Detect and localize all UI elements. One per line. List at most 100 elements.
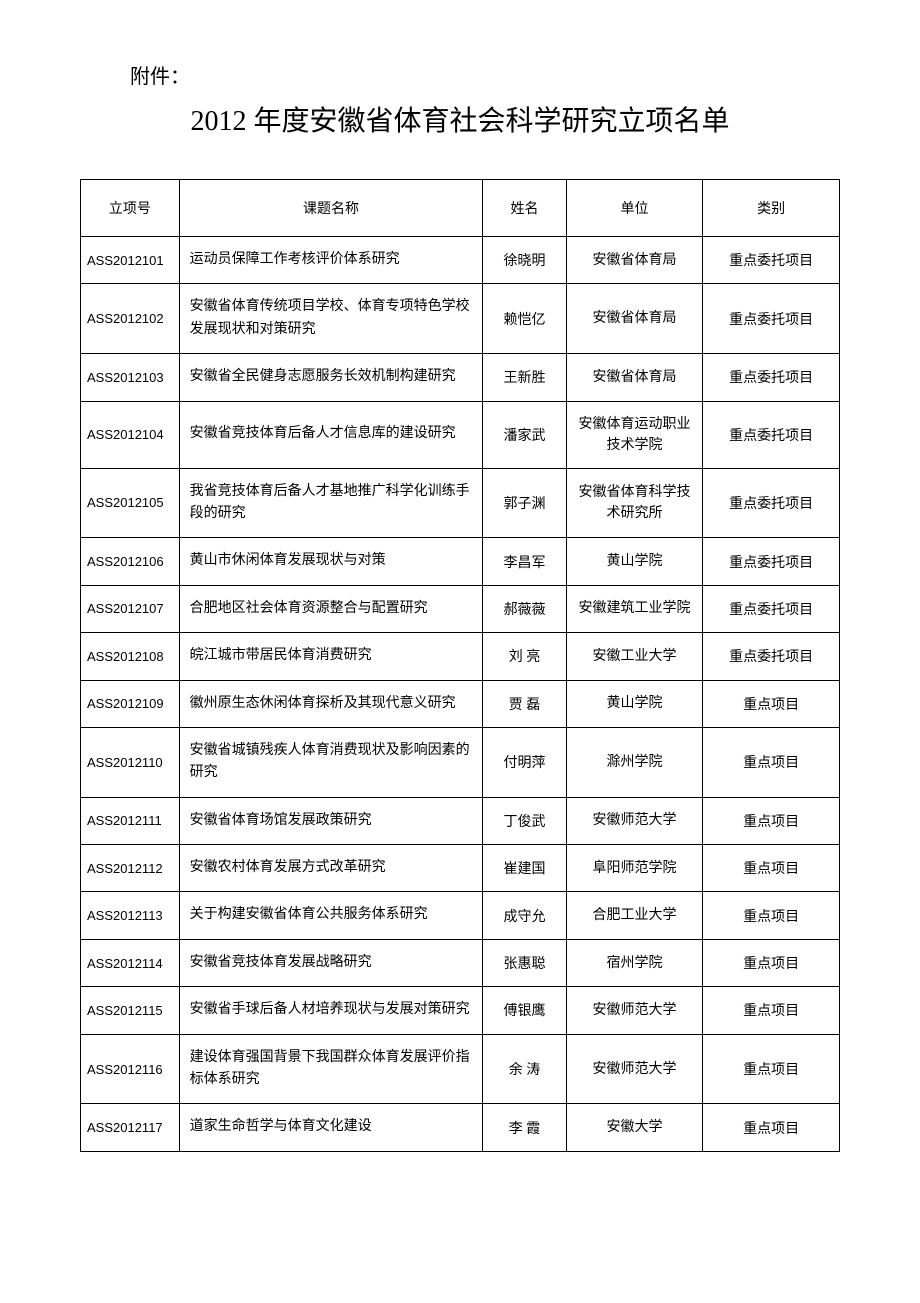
cell-title: 安徽省体育场馆发展政策研究 <box>179 797 483 844</box>
cell-name: 余 涛 <box>483 1034 566 1104</box>
col-header-org: 单位 <box>566 180 703 237</box>
table-row: ASS2012103安徽省全民健身志愿服务长效机制构建研究王新胜安徽省体育局重点… <box>81 354 840 401</box>
table-row: ASS2012112安徽农村体育发展方式改革研究崔建国阜阳师范学院重点项目 <box>81 845 840 892</box>
table-row: ASS2012114安徽省竞技体育发展战略研究张惠聪宿州学院重点项目 <box>81 939 840 986</box>
cell-title: 皖江城市带居民体育消费研究 <box>179 633 483 680</box>
col-header-name: 姓名 <box>483 180 566 237</box>
cell-title: 我省竞技体育后备人才基地推广科学化训练手段的研究 <box>179 468 483 538</box>
col-header-cat: 类别 <box>703 180 840 237</box>
cell-id: ASS2012110 <box>81 727 180 797</box>
cell-title: 安徽省城镇残疾人体育消费现状及影响因素的研究 <box>179 727 483 797</box>
cell-name: 赖恺亿 <box>483 284 566 354</box>
table-row: ASS2012105我省竞技体育后备人才基地推广科学化训练手段的研究郭子渊安徽省… <box>81 468 840 538</box>
cell-org: 安徽师范大学 <box>566 797 703 844</box>
cell-name: 张惠聪 <box>483 939 566 986</box>
cell-title: 道家生命哲学与体育文化建设 <box>179 1104 483 1151</box>
cell-category: 重点项目 <box>703 987 840 1034</box>
cell-category: 重点委托项目 <box>703 538 840 585</box>
cell-title: 建设体育强国背景下我国群众体育发展评价指标体系研究 <box>179 1034 483 1104</box>
cell-name: 潘家武 <box>483 401 566 468</box>
page-title: 2012 年度安徽省体育社会科学研究立项名单 <box>80 99 840 139</box>
cell-category: 重点委托项目 <box>703 237 840 284</box>
cell-name: 丁俊武 <box>483 797 566 844</box>
cell-name: 刘 亮 <box>483 633 566 680</box>
table-row: ASS2012101运动员保障工作考核评价体系研究徐晓明安徽省体育局重点委托项目 <box>81 237 840 284</box>
cell-title: 运动员保障工作考核评价体系研究 <box>179 237 483 284</box>
cell-org: 安徽省体育局 <box>566 284 703 354</box>
cell-org: 安徽省体育局 <box>566 354 703 401</box>
cell-title: 安徽省竞技体育发展战略研究 <box>179 939 483 986</box>
table-row: ASS2012108皖江城市带居民体育消费研究刘 亮安徽工业大学重点委托项目 <box>81 633 840 680</box>
table-row: ASS2012104安徽省竞技体育后备人才信息库的建设研究潘家武安徽体育运动职业… <box>81 401 840 468</box>
cell-id: ASS2012108 <box>81 633 180 680</box>
cell-title: 黄山市休闲体育发展现状与对策 <box>179 538 483 585</box>
cell-category: 重点委托项目 <box>703 585 840 632</box>
cell-title: 关于构建安徽省体育公共服务体系研究 <box>179 892 483 939</box>
table-row: ASS2012115安徽省手球后备人材培养现状与发展对策研究傅银鹰安徽师范大学重… <box>81 987 840 1034</box>
cell-name: 徐晓明 <box>483 237 566 284</box>
cell-org: 宿州学院 <box>566 939 703 986</box>
cell-title: 安徽农村体育发展方式改革研究 <box>179 845 483 892</box>
cell-name: 李昌军 <box>483 538 566 585</box>
cell-id: ASS2012111 <box>81 797 180 844</box>
cell-category: 重点委托项目 <box>703 401 840 468</box>
cell-id: ASS2012105 <box>81 468 180 538</box>
cell-title: 徽州原生态休闲体育探析及其现代意义研究 <box>179 680 483 727</box>
cell-org: 滁州学院 <box>566 727 703 797</box>
cell-org: 安徽建筑工业学院 <box>566 585 703 632</box>
cell-category: 重点项目 <box>703 939 840 986</box>
table-row: ASS2012117道家生命哲学与体育文化建设李 霞安徽大学重点项目 <box>81 1104 840 1151</box>
cell-id: ASS2012109 <box>81 680 180 727</box>
cell-org: 安徽省体育科学技术研究所 <box>566 468 703 538</box>
cell-id: ASS2012116 <box>81 1034 180 1104</box>
table-row: ASS2012113关于构建安徽省体育公共服务体系研究成守允合肥工业大学重点项目 <box>81 892 840 939</box>
cell-id: ASS2012113 <box>81 892 180 939</box>
cell-id: ASS2012117 <box>81 1104 180 1151</box>
cell-name: 郝薇薇 <box>483 585 566 632</box>
cell-org: 安徽师范大学 <box>566 987 703 1034</box>
cell-name: 付明萍 <box>483 727 566 797</box>
col-header-title: 课题名称 <box>179 180 483 237</box>
cell-name: 贾 磊 <box>483 680 566 727</box>
table-row: ASS2012106黄山市休闲体育发展现状与对策李昌军黄山学院重点委托项目 <box>81 538 840 585</box>
cell-id: ASS2012114 <box>81 939 180 986</box>
projects-table: 立项号 课题名称 姓名 单位 类别 ASS2012101运动员保障工作考核评价体… <box>80 179 840 1152</box>
table-header-row: 立项号 课题名称 姓名 单位 类别 <box>81 180 840 237</box>
cell-category: 重点委托项目 <box>703 468 840 538</box>
table-row: ASS2012111安徽省体育场馆发展政策研究丁俊武安徽师范大学重点项目 <box>81 797 840 844</box>
cell-title: 合肥地区社会体育资源整合与配置研究 <box>179 585 483 632</box>
cell-id: ASS2012104 <box>81 401 180 468</box>
cell-id: ASS2012102 <box>81 284 180 354</box>
cell-id: ASS2012112 <box>81 845 180 892</box>
cell-category: 重点项目 <box>703 892 840 939</box>
cell-name: 成守允 <box>483 892 566 939</box>
cell-category: 重点项目 <box>703 1104 840 1151</box>
cell-category: 重点委托项目 <box>703 633 840 680</box>
cell-org: 合肥工业大学 <box>566 892 703 939</box>
cell-name: 李 霞 <box>483 1104 566 1151</box>
cell-org: 黄山学院 <box>566 538 703 585</box>
attachment-label: 附件： <box>130 60 840 89</box>
col-header-id: 立项号 <box>81 180 180 237</box>
cell-category: 重点项目 <box>703 797 840 844</box>
table-row: ASS2012110安徽省城镇残疾人体育消费现状及影响因素的研究付明萍滁州学院重… <box>81 727 840 797</box>
cell-id: ASS2012103 <box>81 354 180 401</box>
cell-org: 安徽工业大学 <box>566 633 703 680</box>
cell-category: 重点项目 <box>703 1034 840 1104</box>
cell-id: ASS2012101 <box>81 237 180 284</box>
cell-org: 安徽师范大学 <box>566 1034 703 1104</box>
cell-title: 安徽省体育传统项目学校、体育专项特色学校发展现状和对策研究 <box>179 284 483 354</box>
cell-name: 崔建国 <box>483 845 566 892</box>
cell-name: 郭子渊 <box>483 468 566 538</box>
cell-category: 重点委托项目 <box>703 354 840 401</box>
cell-org: 阜阳师范学院 <box>566 845 703 892</box>
table-row: ASS2012107合肥地区社会体育资源整合与配置研究郝薇薇安徽建筑工业学院重点… <box>81 585 840 632</box>
cell-category: 重点项目 <box>703 845 840 892</box>
cell-org: 安徽省体育局 <box>566 237 703 284</box>
cell-category: 重点委托项目 <box>703 284 840 354</box>
cell-name: 傅银鹰 <box>483 987 566 1034</box>
cell-id: ASS2012106 <box>81 538 180 585</box>
table-row: ASS2012116建设体育强国背景下我国群众体育发展评价指标体系研究余 涛安徽… <box>81 1034 840 1104</box>
table-row: ASS2012109徽州原生态休闲体育探析及其现代意义研究贾 磊黄山学院重点项目 <box>81 680 840 727</box>
cell-title: 安徽省竞技体育后备人才信息库的建设研究 <box>179 401 483 468</box>
